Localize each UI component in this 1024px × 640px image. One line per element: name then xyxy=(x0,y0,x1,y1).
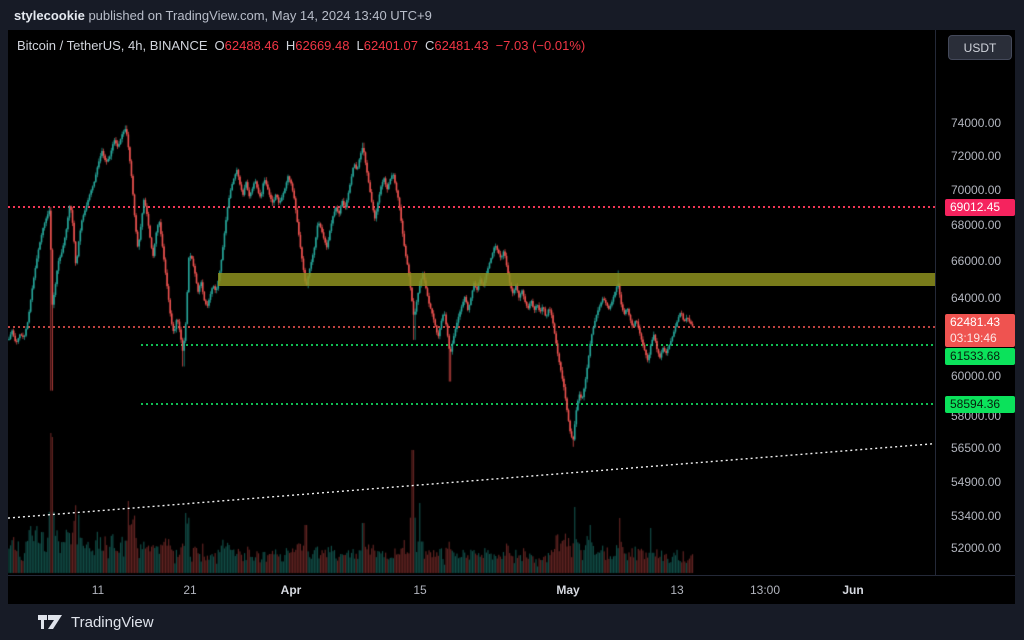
price-tick-label: 72000.00 xyxy=(951,148,1002,163)
high-label: H xyxy=(285,38,296,53)
price-tick-label: 68000.00 xyxy=(951,217,1002,232)
candlestick-chart[interactable] xyxy=(8,30,935,575)
time-tick-label: Apr xyxy=(280,583,302,597)
price-tick-label: 53400.00 xyxy=(951,508,1002,523)
low-label: L xyxy=(356,38,364,53)
price-tick-label: 70000.00 xyxy=(951,182,1002,197)
time-tick-label: 21 xyxy=(183,583,197,597)
time-tick-label: May xyxy=(556,583,580,597)
price-tick-label: 60000.00 xyxy=(951,368,1002,383)
tradingview-logo-icon xyxy=(38,615,62,629)
tradingview-brand-text: TradingView xyxy=(71,613,154,631)
change-value: −7.03 (−0.01%) xyxy=(495,38,586,53)
close-value: 62481.43 xyxy=(434,38,489,53)
publish-info-text: published on TradingView.com, May 14, 20… xyxy=(84,7,432,23)
author-name: stylecookie xyxy=(14,7,85,23)
price-tick-label: 54900.00 xyxy=(951,475,1002,490)
time-axis[interactable]: 11 21 Apr 15 May 13 13:00 Jun xyxy=(8,575,1015,604)
price-tag-sup1: 61533.68 xyxy=(945,348,1015,366)
low-value: 62401.07 xyxy=(363,38,418,53)
price-tick-label: 74000.00 xyxy=(951,116,1002,130)
price-tick-label: 58000.00 xyxy=(951,409,1002,424)
price-tag-sup2: 58594.36 xyxy=(945,395,1015,413)
time-tick-label: 15 xyxy=(413,583,427,597)
time-tick-label: 13:00 xyxy=(749,583,781,597)
time-tick-label: Jun xyxy=(842,583,864,597)
price-tag-ath: 69012.45 xyxy=(945,198,1015,216)
price-tick-label: 64000.00 xyxy=(951,290,1002,305)
time-tick-label: 11 xyxy=(91,583,105,597)
time-tick-label: 13 xyxy=(670,583,684,597)
price-tick-label: 66000.00 xyxy=(951,253,1002,268)
footer-bar: TradingView xyxy=(0,604,1024,640)
publish-info-bar: stylecookie published on TradingView.com… xyxy=(0,0,1024,30)
price-tick-label: 52000.00 xyxy=(951,540,1002,555)
high-value: 62669.48 xyxy=(295,38,350,53)
price-tick-label: 56500.00 xyxy=(951,440,1002,455)
tradingview-brand[interactable]: TradingView xyxy=(38,614,154,631)
supply-zone-rectangle[interactable] xyxy=(218,272,935,286)
price-tag-last: 62481.43 03:19:46 xyxy=(945,314,1015,348)
close-label: C xyxy=(424,38,435,53)
symbol-title: Bitcoin / TetherUS, 4h, BINANCE xyxy=(17,38,208,53)
symbol-header: Bitcoin / TetherUS, 4h, BINANCE O62488.46… xyxy=(17,38,585,53)
price-axis[interactable]: USDT 74000.00 72000.00 70000.00 68000.00 660… xyxy=(935,30,1015,575)
chart-panel: Bitcoin / TetherUS, 4h, BINANCE O62488.46… xyxy=(8,30,1015,604)
open-label: O xyxy=(214,38,225,53)
currency-toggle-button[interactable]: USDT xyxy=(948,35,1012,60)
open-value: 62488.46 xyxy=(224,38,279,53)
